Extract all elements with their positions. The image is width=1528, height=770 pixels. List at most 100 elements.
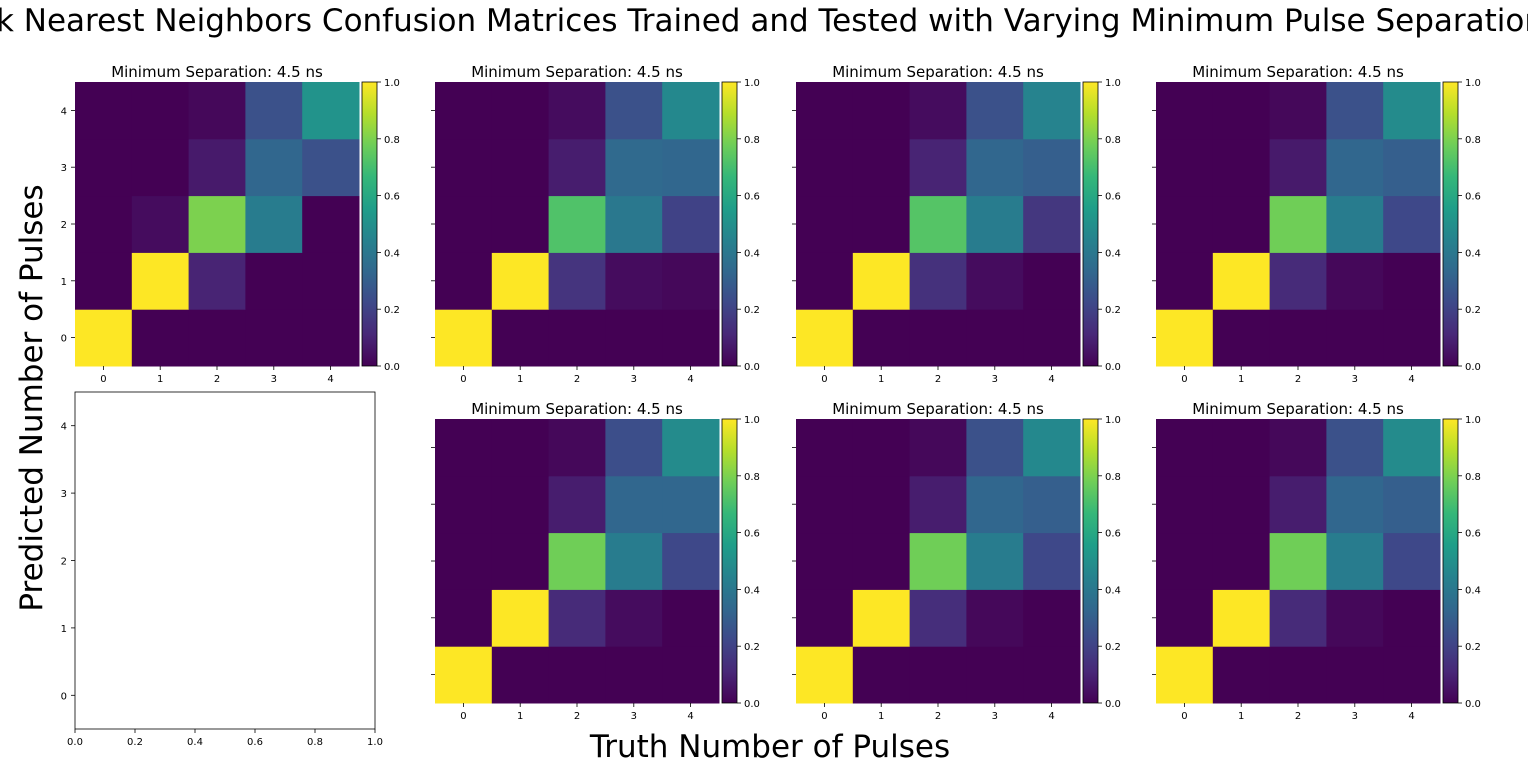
- heatmap-cell: [852, 419, 911, 477]
- colorbar-tick-label: 0.8: [1465, 472, 1481, 483]
- x-axis-label: Truth Number of Pulses: [589, 729, 950, 765]
- heatmap-cell: [491, 309, 550, 367]
- heatmap-cell: [605, 309, 663, 367]
- colorbar-tick-label: 1.0: [1105, 415, 1121, 426]
- heatmap-cell: [491, 82, 550, 140]
- heatmap-cell: [966, 646, 1024, 704]
- heatmap-cell: [662, 419, 720, 477]
- heatmap-cell: [852, 309, 911, 367]
- y-tick-label: 4: [61, 106, 67, 117]
- heatmap-cell: [245, 138, 303, 197]
- colorbar-tick-label: 0.0: [384, 362, 400, 373]
- colorbar: [361, 81, 378, 367]
- x-tick-label: 3: [992, 374, 998, 385]
- heatmap-cell: [796, 252, 854, 310]
- heatmap-cell: [796, 138, 854, 197]
- heatmap-cell: [1156, 138, 1214, 197]
- heatmap-cell: [909, 82, 967, 140]
- x-tick-label: 2: [1295, 374, 1301, 385]
- heatmap-cell: [1023, 419, 1081, 477]
- y-tick-label: 3: [61, 489, 67, 500]
- x-tick-label: 4: [687, 711, 693, 722]
- heatmap-cell: [1326, 252, 1384, 310]
- heatmap-cell: [662, 532, 720, 590]
- subplot-5: 0.0 0.2 0.4 0.6 0.8 1.0 0 1 2 3 4: [61, 391, 383, 748]
- heatmap-cell: [966, 419, 1024, 477]
- x-tick-label: 0: [1181, 711, 1187, 722]
- heatmap-cell: [1383, 475, 1441, 534]
- x-tick-label: 2: [214, 374, 220, 385]
- colorbar: [1082, 81, 1099, 367]
- colorbar-tick-label: 0.8: [744, 472, 760, 483]
- heatmap-cell: [491, 475, 550, 534]
- colorbar-tick-label: 0.8: [1105, 472, 1121, 483]
- heatmap-cell: [605, 195, 663, 253]
- heatmap-cell: [491, 252, 550, 310]
- heatmap-cell: [605, 138, 663, 197]
- heatmap-cell: [435, 138, 493, 197]
- heatmap-cell: [1212, 589, 1271, 647]
- x-tick-label: 3: [271, 374, 277, 385]
- heatmap-cell: [435, 309, 493, 367]
- heatmap-cell: [435, 195, 493, 253]
- heatmap-cell: [1383, 589, 1441, 647]
- colorbar-tick-label: 1.0: [384, 78, 400, 89]
- heatmap-cell: [188, 195, 246, 253]
- heatmap-cell: [548, 646, 606, 704]
- heatmap-cell: [662, 82, 720, 140]
- heatmap-cell: [1269, 475, 1327, 534]
- heatmap-cell: [909, 138, 967, 197]
- heatmap-cell: [1212, 309, 1271, 367]
- x-tick-label: 2: [574, 374, 580, 385]
- x-tick-label: 1: [1238, 711, 1244, 722]
- colorbar-tick-label: 0.4: [1105, 585, 1121, 596]
- heatmap-cell: [909, 589, 967, 647]
- heatmap-cell: [1383, 82, 1441, 140]
- subplot-title: Minimum Separation: 4.5 ns: [1192, 63, 1404, 81]
- heatmap-cell: [1269, 419, 1327, 477]
- colorbar: [721, 81, 738, 367]
- heatmap-cell: [796, 195, 854, 253]
- heatmap-cell: [796, 589, 854, 647]
- heatmap-cell: [796, 646, 854, 704]
- subplot-4: Minimum Separation: 4.5 ns 0.0 0.2 0.4 0.6 0.…: [1152, 63, 1481, 385]
- heatmap-cell: [548, 589, 606, 647]
- heatmap-cell: [131, 195, 190, 253]
- heatmap-cell: [796, 532, 854, 590]
- heatmap-cell: [75, 309, 133, 367]
- heatmap-cell: [435, 419, 493, 477]
- heatmap-cell: [605, 252, 663, 310]
- heatmap-cell: [1023, 589, 1081, 647]
- colorbar-tick-label: 1.0: [744, 415, 760, 426]
- heatmap-cell: [662, 252, 720, 310]
- heatmap-cell: [1326, 419, 1384, 477]
- colorbar-tick-label: 0.2: [1105, 642, 1121, 653]
- heatmap-cell: [1326, 138, 1384, 197]
- colorbar-tick-label: 0.6: [1465, 529, 1481, 540]
- heatmap-cell: [1269, 532, 1327, 590]
- heatmap-cell: [1269, 309, 1327, 367]
- heatmap-cell: [1156, 532, 1214, 590]
- heatmap-cell: [852, 82, 911, 140]
- heatmap-cell: [75, 82, 133, 140]
- heatmap-cell: [662, 138, 720, 197]
- heatmap-cell: [1212, 646, 1271, 704]
- colorbar-tick-label: 0.4: [744, 585, 760, 596]
- subplot-2: Minimum Separation: 4.5 ns 0.0 0.2 0.4 0.6 0.…: [431, 63, 760, 385]
- heatmap-cell: [491, 138, 550, 197]
- heatmap-cell: [852, 475, 911, 534]
- heatmap-cell: [1156, 646, 1214, 704]
- x-tick-label: 0: [821, 374, 827, 385]
- colorbar-tick-label: 0.8: [1105, 135, 1121, 146]
- heatmap-cell: [245, 252, 303, 310]
- colorbar-tick-label: 0.0: [1105, 362, 1121, 373]
- y-tick-label: 4: [61, 422, 67, 433]
- x-tick-label: 2: [935, 711, 941, 722]
- heatmap-cell: [1212, 532, 1271, 590]
- heatmap-cell: [1023, 252, 1081, 310]
- heatmap-cell: [966, 82, 1024, 140]
- x-tick-label: 1: [157, 374, 163, 385]
- heatmap-cell: [909, 532, 967, 590]
- heatmap-cell: [1023, 195, 1081, 253]
